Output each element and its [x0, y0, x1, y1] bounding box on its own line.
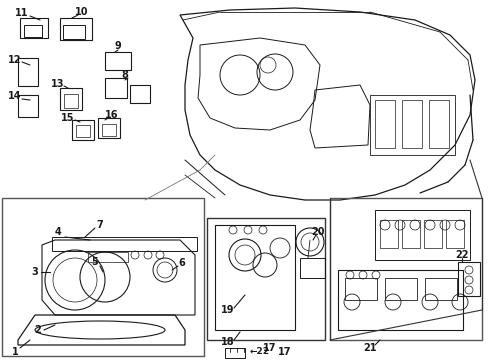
Text: 8: 8 — [122, 70, 128, 80]
Text: 12: 12 — [8, 55, 21, 65]
Text: 21: 21 — [363, 343, 376, 353]
Bar — [299, 258, 325, 278]
Bar — [18, 58, 38, 86]
Bar — [60, 88, 82, 110]
Bar — [24, 25, 42, 37]
Text: 13: 13 — [51, 79, 64, 89]
Text: 15: 15 — [61, 113, 75, 123]
Text: 11: 11 — [15, 8, 29, 18]
Text: 22: 22 — [454, 250, 468, 260]
Bar — [384, 278, 416, 300]
Bar — [18, 95, 38, 117]
Text: 3: 3 — [32, 267, 38, 277]
Bar — [224, 348, 244, 358]
Bar — [105, 52, 131, 70]
Bar — [401, 220, 419, 248]
Bar — [457, 262, 479, 296]
Text: 9: 9 — [114, 41, 121, 51]
Bar — [72, 120, 94, 140]
Text: 5: 5 — [91, 257, 98, 267]
Bar — [428, 100, 448, 148]
Text: 6: 6 — [178, 258, 185, 268]
Bar — [423, 220, 441, 248]
Bar — [52, 237, 197, 251]
Bar — [60, 18, 92, 40]
Bar — [63, 25, 85, 39]
Bar — [401, 100, 421, 148]
Bar — [206, 218, 325, 340]
Bar — [374, 210, 469, 260]
Text: 2: 2 — [35, 325, 41, 335]
Bar — [369, 95, 454, 155]
Bar — [105, 78, 127, 98]
Text: 1: 1 — [12, 347, 19, 357]
Bar — [379, 220, 397, 248]
Bar — [337, 270, 462, 330]
Text: 17: 17 — [263, 343, 276, 353]
Text: 17: 17 — [278, 347, 291, 357]
Bar — [2, 198, 203, 356]
Bar — [76, 125, 90, 137]
Bar — [215, 225, 294, 330]
Bar — [329, 198, 481, 340]
Text: 4: 4 — [55, 227, 61, 237]
Text: 14: 14 — [8, 91, 21, 101]
Bar — [445, 220, 463, 248]
Text: 7: 7 — [97, 220, 103, 230]
Bar — [374, 100, 394, 148]
Text: 18: 18 — [221, 337, 234, 347]
Bar — [20, 18, 48, 38]
Bar — [424, 278, 456, 300]
Text: 16: 16 — [105, 110, 119, 120]
Text: 19: 19 — [221, 305, 234, 315]
Bar — [130, 85, 150, 103]
Text: 10: 10 — [75, 7, 88, 17]
Text: ←22: ←22 — [249, 347, 269, 356]
Bar — [345, 278, 376, 300]
Bar — [64, 94, 78, 108]
Bar — [98, 118, 120, 138]
Text: 20: 20 — [311, 227, 324, 237]
Bar — [88, 252, 128, 262]
Bar — [102, 124, 116, 136]
